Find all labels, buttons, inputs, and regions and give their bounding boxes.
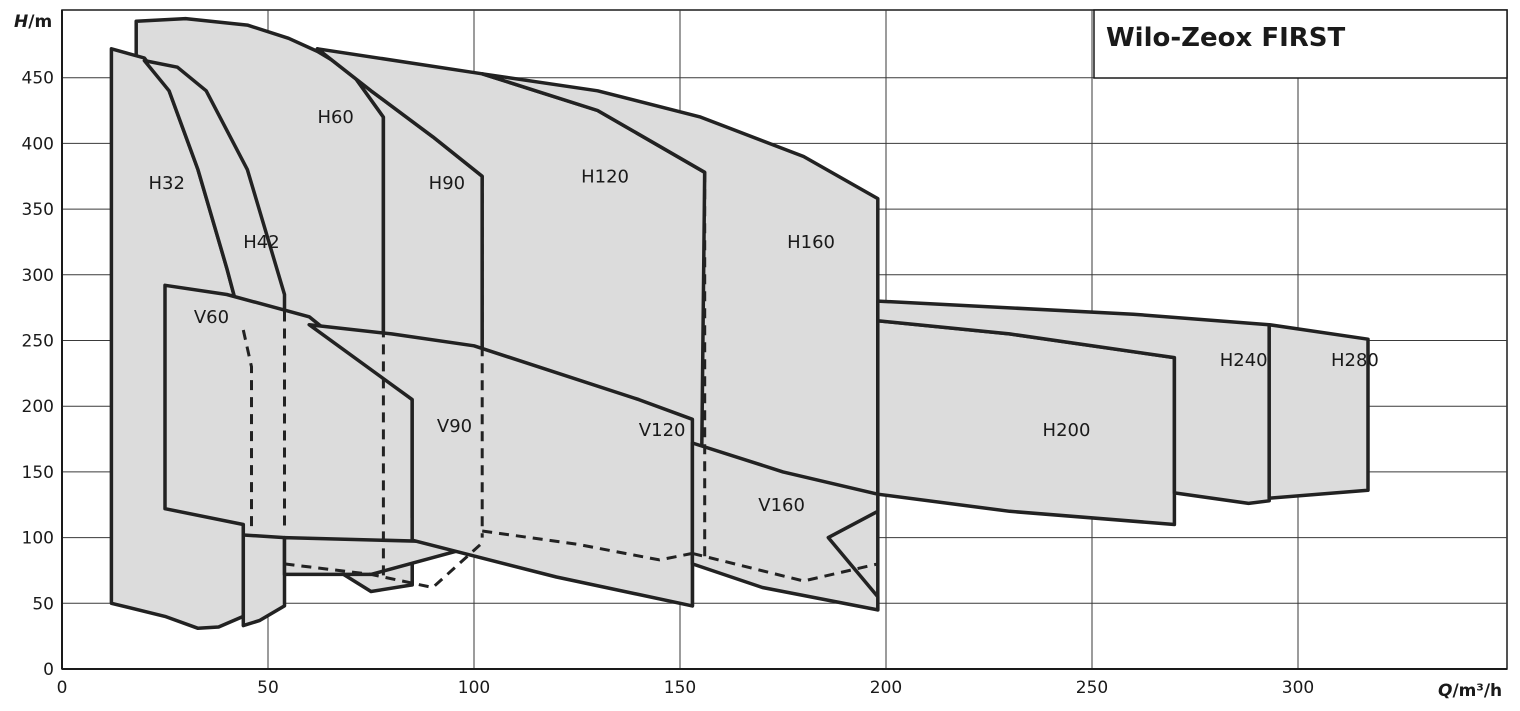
title-box: Wilo-Zeox FIRST: [1093, 9, 1508, 79]
dashed-boundaries: [241, 172, 879, 590]
y-tick-400: 400: [22, 134, 54, 154]
dash-h42-upper: [241, 329, 253, 531]
x-tick-300: 300: [1282, 678, 1314, 698]
x-tick-200: 200: [870, 678, 902, 698]
region-label-h90: H90: [429, 173, 465, 194]
x-tick-250: 250: [1076, 678, 1108, 698]
axis-titles: H/m Q/m³/h: [14, 12, 1502, 701]
x-tick-150: 150: [664, 678, 696, 698]
x-tick-50: 50: [257, 678, 279, 698]
y-tick-100: 100: [22, 529, 54, 549]
y-tick-150: 150: [22, 463, 54, 483]
pump-regions: [109, 16, 1370, 631]
region-v60: [163, 283, 414, 594]
region-h280: [1267, 322, 1370, 500]
region-label-v120: V120: [639, 420, 686, 441]
x-tick-0: 0: [57, 678, 68, 698]
region-h240: [876, 299, 1271, 506]
region-label-h280: H280: [1331, 350, 1379, 371]
region-v160: [690, 441, 880, 612]
x-axis-title: Q/m³/h: [1438, 681, 1502, 701]
y-tick-300: 300: [22, 266, 54, 286]
y-tick-200: 200: [22, 397, 54, 417]
dash-v120: [481, 529, 693, 562]
region-labels: H60 H90 H120 H160 H32 H42 V60 V90 V120 V160 H200 H2…: [149, 107, 1379, 516]
dash-v160: [692, 551, 879, 583]
y-axis-title: H/m: [14, 12, 52, 32]
y-tick-250: 250: [22, 332, 54, 352]
axes: 0 50 100 150 200 250 300 0 50 100 150 200 250 300 350 4…: [22, 10, 1507, 698]
region-label-h60: H60: [317, 107, 353, 128]
region-label-h42: H42: [243, 232, 279, 253]
x-axis-var: Q: [1438, 681, 1452, 701]
region-label-v160: V160: [758, 495, 805, 516]
region-label-v60: V60: [194, 307, 229, 328]
y-tick-450: 450: [22, 69, 54, 89]
title-frame: [1093, 9, 1508, 79]
x-tick-100: 100: [458, 678, 490, 698]
region-label-h240: H240: [1220, 350, 1268, 371]
y-tick-0: 0: [43, 660, 54, 680]
y-axis-var: H: [14, 12, 28, 32]
region-label-h160: H160: [787, 232, 835, 253]
region-label-h32: H32: [149, 173, 185, 194]
dash-v90: [284, 541, 484, 590]
y-axis-unit: /m: [28, 12, 52, 32]
region-label-v90: V90: [437, 416, 472, 437]
x-axis-unit: /m³/h: [1452, 681, 1502, 701]
region-label-h200: H200: [1043, 420, 1091, 441]
y-tick-50: 50: [32, 594, 54, 614]
y-tick-350: 350: [22, 200, 54, 220]
chart-title: Wilo-Zeox FIRST: [1106, 23, 1346, 53]
region-label-h120: H120: [581, 166, 629, 187]
